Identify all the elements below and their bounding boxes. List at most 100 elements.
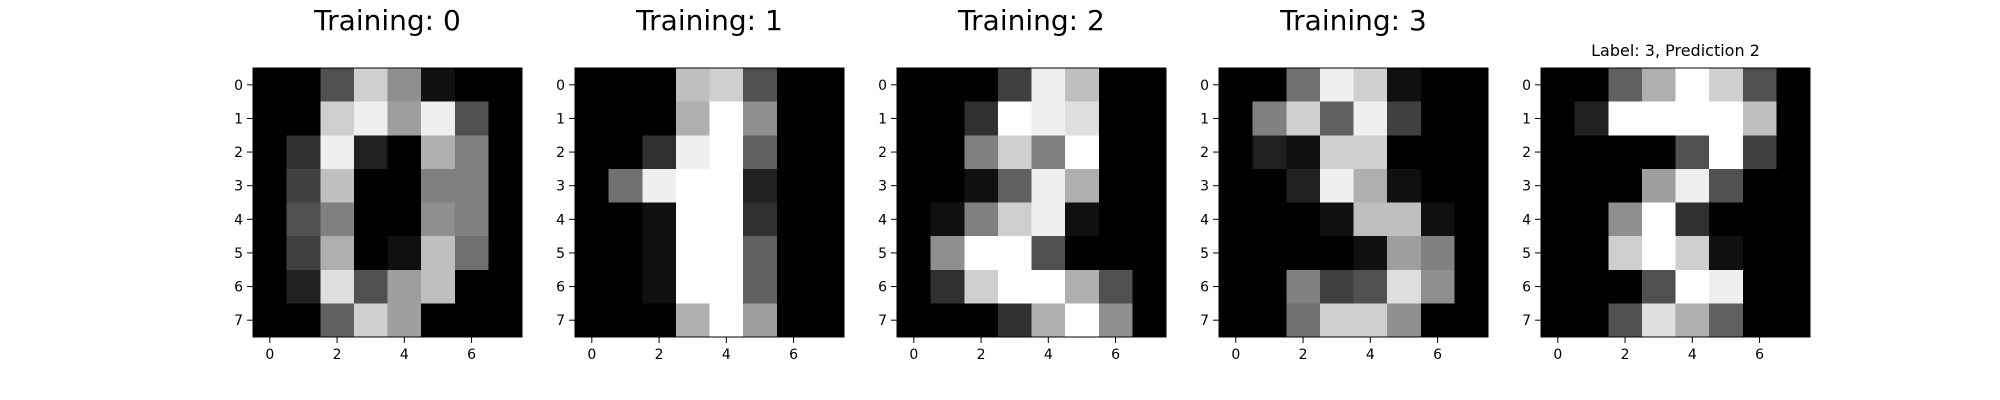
pixel-cell-0-4-2 bbox=[320, 202, 355, 237]
pixel-cell-3-5-7 bbox=[1454, 236, 1489, 271]
y-tick-label-3-6: 6 bbox=[1200, 280, 1209, 296]
pixel-cell-2-2-3 bbox=[997, 135, 1033, 170]
pixel-cell-0-2-5 bbox=[421, 135, 456, 170]
pixel-cell-4-5-1 bbox=[1574, 236, 1609, 271]
pixel-cell-0-5-0 bbox=[253, 236, 288, 271]
pixel-cell-2-6-4 bbox=[1031, 269, 1066, 304]
pixel-cell-1-4-3 bbox=[675, 202, 711, 237]
pixel-cell-3-2-7 bbox=[1454, 135, 1489, 170]
y-tick-label-3-0: 0 bbox=[1200, 78, 1209, 94]
y-tick-label-1-4: 4 bbox=[556, 212, 565, 228]
pixel-cell-2-0-4 bbox=[1031, 68, 1066, 103]
pixel-cell-2-4-3 bbox=[997, 202, 1033, 237]
y-tick-label-1-6: 6 bbox=[556, 280, 565, 296]
pixel-cell-1-2-4 bbox=[709, 135, 744, 170]
pixel-cell-0-5-4 bbox=[387, 236, 422, 271]
pixel-cell-2-2-0 bbox=[897, 135, 932, 170]
pixel-cell-0-2-3 bbox=[353, 135, 389, 170]
pixel-cell-0-3-7 bbox=[488, 168, 523, 204]
pixel-cell-2-1-7 bbox=[1132, 101, 1167, 136]
pixel-cell-2-7-7 bbox=[1132, 303, 1167, 338]
y-tick-label-3-1: 1 bbox=[1200, 111, 1209, 127]
pixel-cell-1-1-3 bbox=[675, 101, 711, 136]
x-tick-label-4-0: 0 bbox=[1553, 347, 1562, 363]
pixel-cell-2-1-3 bbox=[997, 101, 1033, 136]
pixel-cell-1-6-1 bbox=[608, 269, 643, 304]
pixel-cell-1-7-2 bbox=[642, 303, 677, 338]
x-tick-label-4-1: 2 bbox=[1621, 347, 1630, 363]
x-tick-label-2-1: 2 bbox=[977, 347, 986, 363]
pixel-cell-0-1-5 bbox=[421, 101, 456, 136]
pixel-cell-4-2-5 bbox=[1709, 135, 1744, 170]
pixel-cell-3-2-2 bbox=[1286, 135, 1321, 170]
pixel-cell-2-6-7 bbox=[1132, 269, 1167, 304]
pixel-cell-4-4-6 bbox=[1742, 202, 1777, 237]
pixel-cell-2-7-4 bbox=[1031, 303, 1066, 338]
pixel-cell-3-3-5 bbox=[1387, 168, 1422, 204]
pixel-cell-3-5-1 bbox=[1252, 236, 1287, 271]
pixel-cell-0-3-6 bbox=[454, 168, 489, 204]
pixel-cell-1-6-4 bbox=[709, 269, 744, 304]
y-tick-label-1-0: 0 bbox=[556, 78, 565, 94]
pixel-cell-0-4-4 bbox=[387, 202, 422, 237]
pixel-cell-2-1-2 bbox=[964, 101, 999, 136]
x-tick-label-2-2: 4 bbox=[1044, 347, 1053, 363]
x-tick-label-3-3: 6 bbox=[1433, 347, 1442, 363]
pixel-cell-0-5-2 bbox=[320, 236, 355, 271]
x-tick-label-3-1: 2 bbox=[1299, 347, 1308, 363]
pixel-cell-4-4-1 bbox=[1574, 202, 1609, 237]
pixel-cell-2-7-6 bbox=[1098, 303, 1133, 338]
pixel-cell-1-0-0 bbox=[575, 68, 610, 103]
pixel-cell-2-3-0 bbox=[897, 168, 932, 204]
pixel-cell-1-0-1 bbox=[608, 68, 643, 103]
pixel-cell-1-5-5 bbox=[743, 236, 778, 271]
pixel-cell-2-7-3 bbox=[997, 303, 1033, 338]
pixel-cell-2-7-0 bbox=[897, 303, 932, 338]
pixel-cell-1-6-3 bbox=[675, 269, 711, 304]
pixel-cell-3-7-5 bbox=[1387, 303, 1422, 338]
pixel-cell-4-3-4 bbox=[1675, 168, 1710, 204]
pixel-cell-4-7-4 bbox=[1675, 303, 1710, 338]
pixel-cell-0-5-6 bbox=[454, 236, 489, 271]
pixel-cell-0-6-7 bbox=[488, 269, 523, 304]
y-tick-label-4-3: 3 bbox=[1522, 179, 1531, 195]
pixel-cell-0-1-4 bbox=[387, 101, 422, 136]
pixel-cell-4-1-5 bbox=[1709, 101, 1744, 136]
pixel-cell-3-7-7 bbox=[1454, 303, 1489, 338]
pixel-cell-3-5-2 bbox=[1286, 236, 1321, 271]
pixel-cell-4-5-7 bbox=[1776, 236, 1811, 271]
y-tick-label-1-7: 7 bbox=[556, 313, 565, 329]
pixel-cell-4-7-7 bbox=[1776, 303, 1811, 338]
digit-panel-3: Training: 3 0 1 2 3 4 5 6 7 0 2 4 6 bbox=[1200, 4, 1489, 363]
pixel-cell-1-7-6 bbox=[776, 303, 811, 338]
pixel-cell-4-3-1 bbox=[1574, 168, 1609, 204]
panel-frame-1 bbox=[574, 67, 845, 338]
pixel-cell-2-1-6 bbox=[1098, 101, 1133, 136]
pixel-cell-3-7-2 bbox=[1286, 303, 1321, 338]
panel-frame-4 bbox=[1540, 67, 1811, 338]
pixel-cell-0-7-7 bbox=[488, 303, 523, 338]
pixel-cell-1-3-4 bbox=[709, 168, 744, 204]
pixel-cell-1-4-6 bbox=[776, 202, 811, 237]
pixel-cell-4-1-0 bbox=[1541, 101, 1576, 136]
pixel-cell-4-6-4 bbox=[1675, 269, 1710, 304]
digit-panel-0: Training: 0 0 1 2 3 4 5 6 7 0 2 4 6 bbox=[234, 4, 523, 363]
pixel-cell-2-2-2 bbox=[964, 135, 999, 170]
pixel-cell-3-3-4 bbox=[1353, 168, 1388, 204]
pixel-cell-0-0-1 bbox=[286, 68, 321, 103]
pixel-cell-4-5-5 bbox=[1709, 236, 1744, 271]
panel-frame-2 bbox=[896, 67, 1167, 338]
y-tick-label-0-5: 5 bbox=[234, 246, 243, 262]
pixel-cell-4-7-1 bbox=[1574, 303, 1609, 338]
pixel-cell-4-5-3 bbox=[1641, 236, 1677, 271]
pixel-cell-2-0-5 bbox=[1065, 68, 1100, 103]
pixel-cell-0-7-4 bbox=[387, 303, 422, 338]
pixel-cell-3-3-1 bbox=[1252, 168, 1287, 204]
pixel-cell-2-3-4 bbox=[1031, 168, 1066, 204]
pixel-cell-1-0-6 bbox=[776, 68, 811, 103]
pixel-cell-2-3-5 bbox=[1065, 168, 1100, 204]
pixel-cell-4-0-5 bbox=[1709, 68, 1744, 103]
pixel-cell-0-2-6 bbox=[454, 135, 489, 170]
pixel-cell-1-2-6 bbox=[776, 135, 811, 170]
y-tick-label-4-1: 1 bbox=[1522, 111, 1531, 127]
